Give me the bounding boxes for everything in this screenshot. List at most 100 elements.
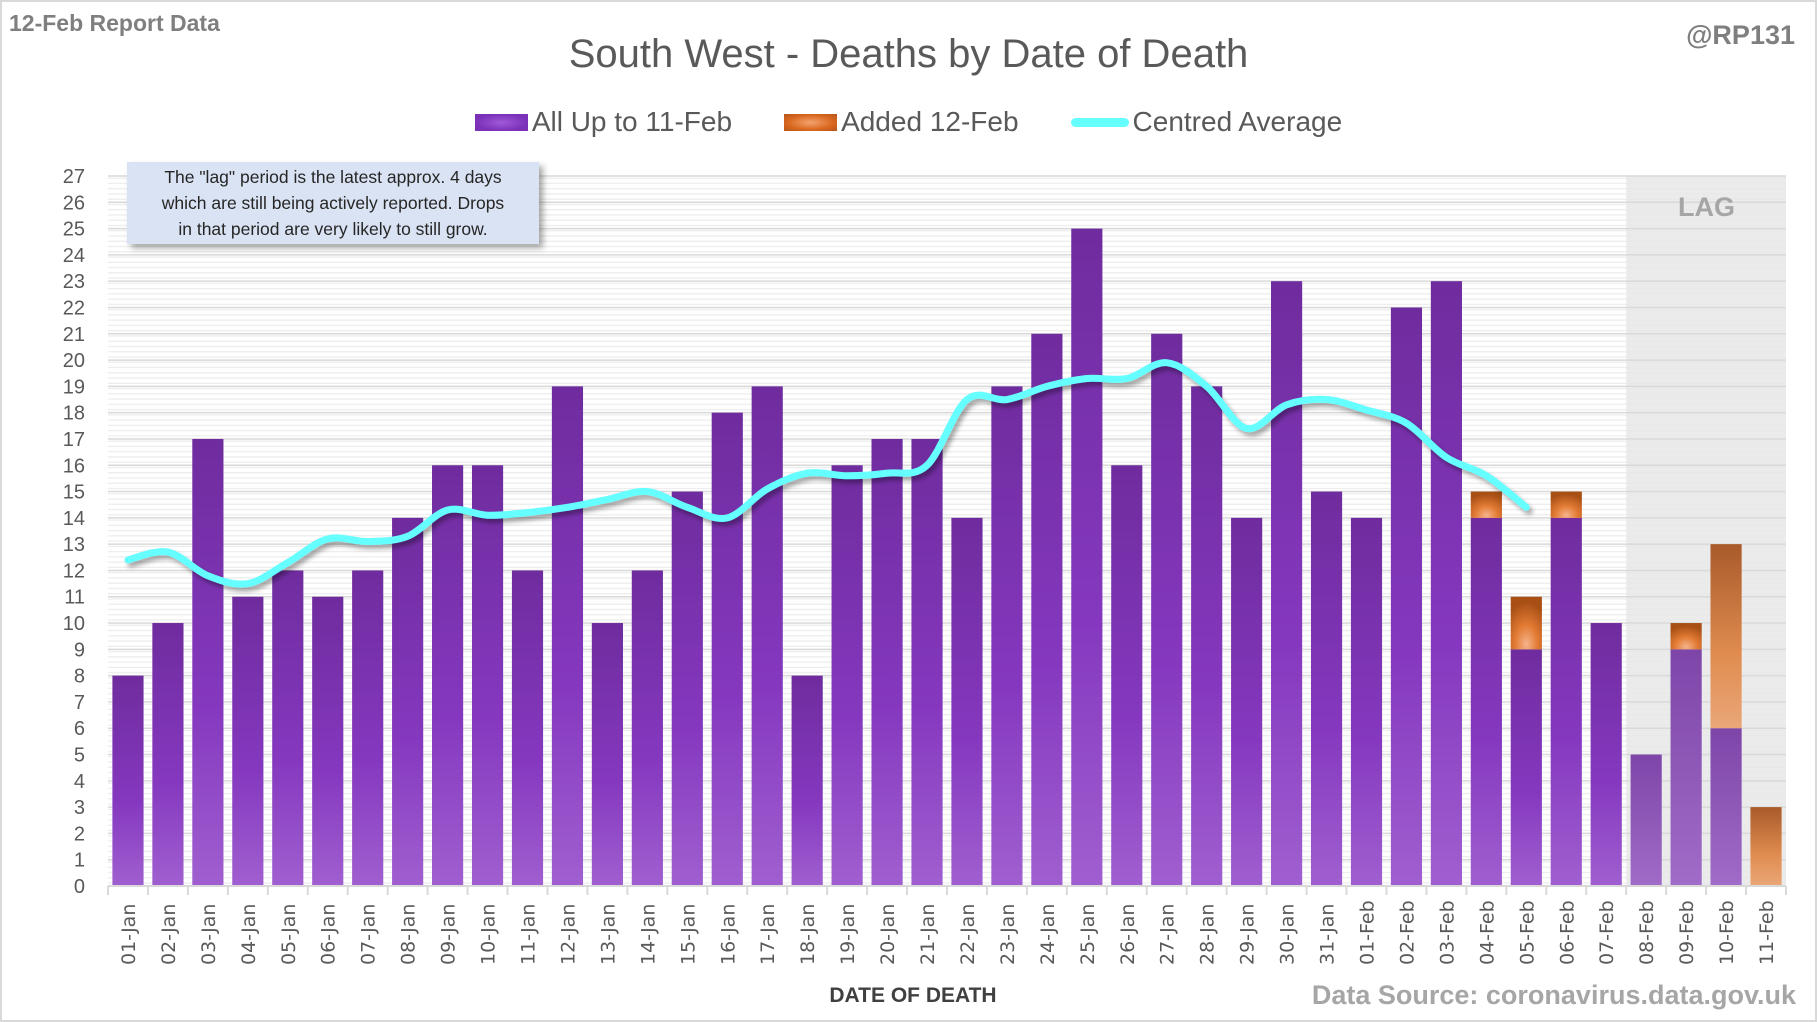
bar-all-up-to-11-feb [1470,517,1502,886]
bar-all-up-to-11-feb [831,465,863,886]
legend-label: All Up to 11-Feb [531,106,733,137]
y-tick-label: 13 [63,534,85,556]
legend-item-all-up-to-11-feb: All Up to 11-Feb [474,106,733,138]
bar-added-12-feb [1510,596,1542,650]
x-tick-label: 11-Jan [518,904,540,965]
x-tick-label: 28-Jan [1197,904,1219,965]
bar-all-up-to-11-feb [631,570,663,886]
bar-all-up-to-11-feb [1710,728,1742,886]
x-tick-label: 12-Jan [557,904,579,965]
x-tick-label: 03-Feb [1436,900,1458,965]
x-tick-label: 11-Feb [1756,900,1778,965]
bar-all-up-to-11-feb [1031,333,1063,886]
legend-item-added-12-feb: Added 12-Feb [784,106,1019,138]
x-tick-label: 16-Jan [717,904,739,965]
bar-all-up-to-11-feb [1510,649,1542,886]
x-tick-label: 15-Jan [677,904,699,965]
x-tick-label: 22-Jan [957,904,979,965]
legend-swatch-purple [474,113,528,131]
bar-all-up-to-11-feb [312,596,344,886]
y-tick-label: 5 [74,745,85,767]
x-tick-label: 07-Feb [1596,900,1618,965]
bar-added-12-feb [1550,491,1582,518]
bar-all-up-to-11-feb [272,570,304,886]
y-tick-label: 24 [63,245,85,267]
legend-item-centred-average: Centred Average [1070,106,1343,138]
bar-all-up-to-11-feb [791,675,823,886]
legend-swatch-line [1070,117,1129,127]
y-tick-label: 3 [74,797,85,819]
bar-all-up-to-11-feb [1590,623,1622,886]
y-tick-label: 9 [74,639,85,661]
bar-all-up-to-11-feb [112,675,144,886]
bar-all-up-to-11-feb [671,491,703,886]
y-tick-label: 8 [74,666,85,688]
bar-all-up-to-11-feb [991,386,1023,886]
x-tick-label: 01-Feb [1357,900,1379,965]
x-tick-label: 27-Jan [1157,904,1179,965]
y-tick-label: 26 [63,192,85,214]
bar-all-up-to-11-feb [551,386,584,886]
x-tick-label: 17-Jan [757,904,779,965]
bar-all-up-to-11-feb [871,438,903,886]
bar-all-up-to-11-feb [1071,228,1103,886]
bar-all-up-to-11-feb [911,438,943,886]
x-tick-label: 20-Jan [877,904,899,965]
y-tick-label: 10 [63,613,85,635]
bar-all-up-to-11-feb [432,465,464,886]
x-axis-label: DATE OF DEATH [829,984,997,1007]
x-tick-label: 30-Jan [1277,904,1299,965]
plot-background [108,176,1786,886]
bar-all-up-to-11-feb [1430,281,1462,886]
bar-added-12-feb [1670,623,1702,650]
bar-all-up-to-11-feb [1111,465,1143,886]
bar-all-up-to-11-feb [1231,517,1263,886]
y-tick-label: 17 [63,429,85,451]
y-tick-label: 2 [74,823,85,845]
note-line: in that period are very likely to still … [178,219,488,239]
bar-all-up-to-11-feb [751,386,783,886]
x-tick-label: 07-Jan [358,904,380,965]
y-tick-label: 14 [63,508,85,530]
legend-label: Centred Average [1132,106,1343,137]
x-tick-label: 26-Jan [1117,904,1139,965]
centred-average-path [124,359,1530,588]
x-tick-label: 04-Jan [238,904,260,965]
centred-average-line [124,359,1530,588]
y-tick-label: 0 [74,876,85,898]
x-tick-label: 05-Feb [1516,900,1538,965]
y-tick-label: 25 [63,219,85,241]
x-tick-label: 25-Jan [1077,904,1099,965]
x-axis: 01-Jan 02-Jan 03-Jan 04-Jan 05-Jan 06-Jan 07-J… [107,885,1787,965]
y-tick-label: 16 [63,455,85,477]
bar-added-12-feb [1470,491,1502,518]
bar-all-up-to-11-feb [1151,333,1183,886]
bar-all-up-to-11-feb [1350,517,1383,886]
bar-all-up-to-11-feb [352,570,384,886]
bar-all-up-to-11-feb [1271,281,1303,886]
lag-label: LAG [1678,192,1735,222]
x-tick-label: 02-Feb [1396,900,1418,965]
x-tick-label: 18-Jan [797,904,819,965]
bar-all-up-to-11-feb [1390,307,1423,887]
y-tick-label: 1 [74,850,85,872]
bar-added-12-feb [1750,807,1782,886]
x-tick-label: 06-Feb [1556,900,1578,965]
y-tick-label: 12 [63,560,85,582]
x-tick-label: 06-Jan [318,904,340,965]
x-tick-label: 19-Jan [837,904,859,965]
bar-all-up-to-11-feb [392,517,424,886]
y-tick-label: 11 [64,587,85,609]
legend-swatch-orange [784,113,838,131]
x-tick-label: 13-Jan [597,904,619,965]
bar-added-12-feb [1710,544,1742,729]
x-tick-label: 10-Jan [478,904,500,965]
y-tick-label: 22 [63,297,85,319]
x-tick-label: 31-Jan [1317,904,1339,965]
bar-all-up-to-11-feb [1630,754,1662,886]
x-tick-label: 02-Jan [158,904,180,965]
bar-all-up-to-11-feb [1550,517,1582,886]
y-tick-label: 18 [63,403,85,425]
y-tick-label: 27 [63,166,85,188]
